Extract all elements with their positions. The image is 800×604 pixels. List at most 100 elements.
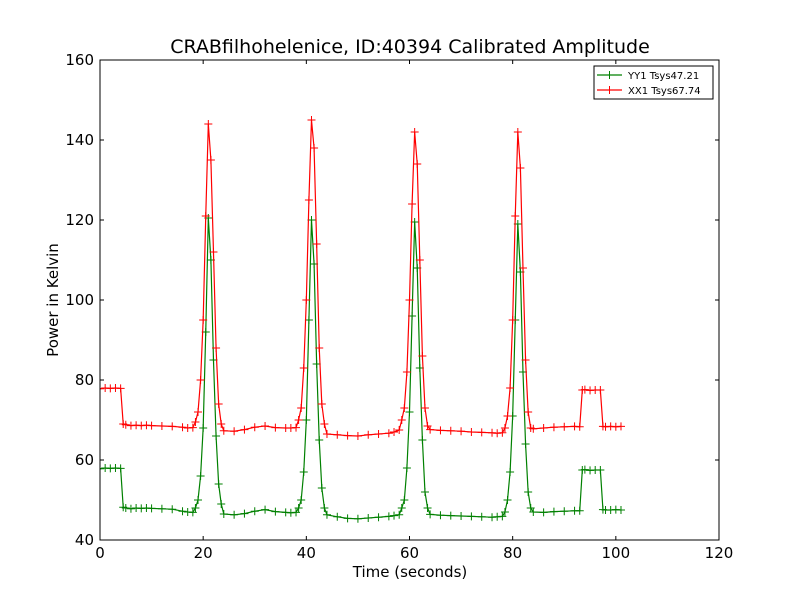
data-point bbox=[322, 510, 331, 519]
data-point bbox=[467, 512, 476, 521]
data-point bbox=[310, 144, 319, 152]
data-point bbox=[191, 504, 200, 512]
data-point bbox=[405, 296, 414, 304]
data-point bbox=[353, 514, 362, 523]
data-point bbox=[204, 120, 213, 128]
data-point bbox=[147, 421, 156, 430]
data-point bbox=[317, 484, 326, 492]
y-tick-label: 40 bbox=[75, 531, 94, 549]
data-point bbox=[240, 425, 249, 434]
data-point bbox=[408, 200, 417, 208]
data-point bbox=[116, 464, 125, 473]
legend-marker bbox=[605, 86, 614, 94]
data-point bbox=[390, 428, 399, 436]
data-point bbox=[168, 505, 177, 514]
data-point bbox=[343, 431, 352, 440]
data-point bbox=[271, 507, 280, 516]
data-point bbox=[506, 384, 515, 392]
data-point bbox=[178, 507, 187, 516]
data-point bbox=[217, 500, 226, 508]
data-point bbox=[397, 416, 406, 424]
data-point bbox=[199, 316, 208, 324]
data-point bbox=[390, 511, 399, 520]
data-point bbox=[521, 356, 530, 364]
data-point bbox=[423, 504, 432, 512]
data-point bbox=[508, 316, 517, 324]
data-point bbox=[426, 425, 435, 434]
data-point bbox=[498, 512, 507, 521]
data-point bbox=[539, 424, 548, 432]
data-point bbox=[420, 404, 429, 412]
data-point bbox=[420, 488, 429, 496]
data-point bbox=[506, 468, 515, 476]
data-point bbox=[304, 196, 313, 204]
data-point bbox=[333, 512, 342, 521]
data-point bbox=[364, 430, 373, 439]
data-point bbox=[100, 384, 104, 393]
data-point bbox=[436, 511, 445, 520]
data-point bbox=[596, 386, 605, 394]
data-point bbox=[217, 420, 226, 428]
data-point bbox=[400, 404, 409, 412]
data-point bbox=[307, 116, 316, 124]
data-point bbox=[343, 514, 352, 523]
data-point bbox=[384, 512, 393, 521]
y-tick-label: 60 bbox=[75, 451, 94, 469]
data-point bbox=[297, 496, 306, 504]
data-point bbox=[212, 344, 221, 352]
data-point bbox=[560, 422, 569, 431]
data-point bbox=[315, 436, 324, 444]
legend-entry: XX1 Tsys67.74 bbox=[597, 86, 701, 97]
data-point bbox=[230, 427, 239, 436]
data-point bbox=[214, 480, 223, 488]
x-tick-label: 0 bbox=[95, 544, 105, 562]
data-point bbox=[157, 504, 166, 513]
x-tick-label: 120 bbox=[705, 544, 734, 562]
chart-title: CRABfilhohelenice, ID:40394 Calibrated A… bbox=[170, 36, 650, 58]
x-axis-label: Time (seconds) bbox=[352, 563, 468, 581]
data-point bbox=[302, 416, 311, 424]
data-point bbox=[116, 384, 125, 393]
data-point bbox=[405, 408, 414, 416]
data-point bbox=[188, 423, 197, 432]
data-point bbox=[397, 504, 406, 512]
x-tick-label: 60 bbox=[400, 544, 419, 562]
data-point bbox=[549, 423, 558, 432]
data-point bbox=[219, 510, 228, 518]
legend: YY1 Tsys47.21 XX1 Tsys67.74 bbox=[593, 65, 714, 100]
data-point bbox=[312, 240, 321, 248]
y-tick-label: 120 bbox=[65, 211, 94, 229]
data-point bbox=[426, 510, 435, 519]
data-point bbox=[292, 423, 301, 432]
data-point bbox=[294, 416, 303, 424]
data-point bbox=[402, 368, 411, 376]
data-point bbox=[121, 504, 130, 512]
data-point bbox=[477, 512, 486, 521]
data-point bbox=[299, 468, 308, 476]
data-point bbox=[477, 428, 486, 437]
data-point bbox=[157, 422, 166, 430]
data-point bbox=[529, 508, 538, 516]
data-point bbox=[415, 256, 424, 264]
data-point bbox=[364, 514, 373, 522]
y-tick-label: 140 bbox=[65, 131, 94, 149]
data-point bbox=[292, 508, 301, 517]
data-point bbox=[212, 432, 221, 440]
data-point bbox=[457, 512, 466, 520]
data-point bbox=[446, 426, 455, 435]
data-point bbox=[214, 400, 223, 408]
data-point bbox=[539, 508, 548, 517]
data-point bbox=[596, 466, 605, 474]
data-point bbox=[194, 408, 203, 416]
data-point bbox=[100, 464, 104, 473]
data-point bbox=[503, 412, 512, 420]
data-point bbox=[467, 428, 476, 436]
data-point bbox=[529, 424, 538, 433]
data-point bbox=[240, 509, 249, 518]
data-point bbox=[511, 212, 520, 220]
data-point bbox=[304, 316, 313, 324]
x-tick-label: 80 bbox=[503, 544, 522, 562]
y-tick-label: 80 bbox=[75, 371, 94, 389]
